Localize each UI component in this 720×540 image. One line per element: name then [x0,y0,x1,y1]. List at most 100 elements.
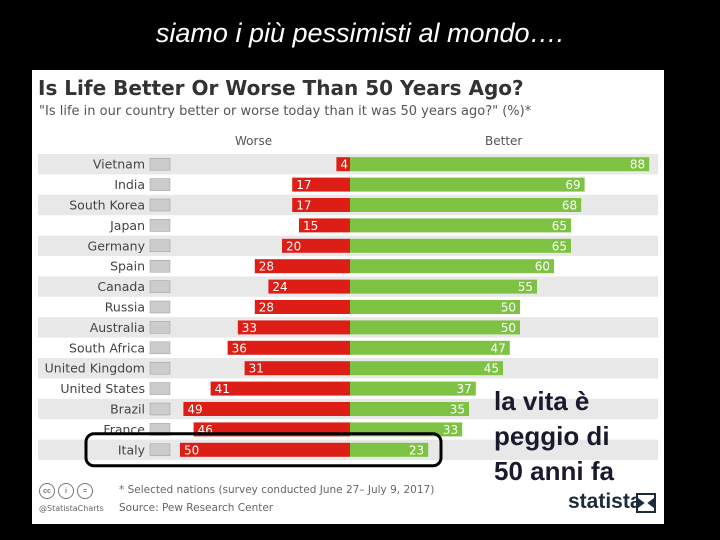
worse-column-header: Worse [235,134,273,148]
worse-value-label: 17 [296,199,311,213]
worse-bar [227,340,350,355]
attribution-icon: i [58,483,74,499]
worse-bar [254,300,350,314]
source-note: Source: Pew Research Center [119,502,274,514]
worse-bar [336,157,350,172]
worse-value-label: 28 [259,301,274,315]
worse-value-label: 20 [286,239,301,253]
category-label: Brazil [110,402,145,417]
category-label: Japan [109,218,145,233]
better-bar [350,238,571,253]
statista-logo: statista [568,490,642,513]
chart-subtitle: "Is life in our country better or worse … [39,104,532,119]
worse-bar [254,259,350,274]
annotation-line-2: peggio di [494,421,610,451]
better-bar [350,340,510,355]
chart-plot: Vietnam 4 88 India 17 69 South Korea 17 68 Japan 1… [38,154,658,468]
better-value-label: 35 [450,403,465,417]
better-bar [350,361,503,376]
category-label: Italy [118,442,146,457]
chart-card: Is Life Better Or Worse Than 50 Years Ag… [32,70,664,524]
worse-value-label: 15 [303,219,318,233]
worse-bar [180,442,350,457]
category-label: Vietnam [93,157,145,172]
flag-icon [149,280,171,293]
better-bar [350,157,650,172]
flag-icon [149,157,171,171]
better-column-header: Better [485,134,523,148]
highlight-box [84,432,443,468]
better-value-label: 37 [457,382,472,396]
annotation-text: la vita è peggio di 50 anni fa [494,384,614,489]
worse-bar [292,177,350,192]
worse-value-label: 17 [296,178,311,192]
better-value-label: 50 [501,321,516,335]
better-value-label: 65 [552,239,567,253]
worse-value-label: 31 [249,362,264,376]
worse-bar [244,361,350,376]
worse-bar [282,238,350,253]
better-bar [350,320,520,335]
better-bar [350,177,585,192]
flag-icon [149,178,171,191]
category-label: United States [60,381,145,396]
worse-value-label: 36 [232,341,247,355]
statista-logo-icon [636,493,656,513]
worse-value-label: 24 [272,280,287,294]
no-derivatives-icon: = [77,483,93,499]
category-label: United Kingdom [45,361,145,376]
better-value-label: 88 [630,158,645,172]
better-bar [350,442,429,457]
flag-icon [149,321,171,334]
worse-bar [292,198,350,212]
worse-bar [268,279,350,294]
better-bar [350,259,554,274]
worse-bar [299,218,350,233]
flag-icon [149,198,171,212]
better-value-label: 68 [562,199,577,213]
worse-value-label: 4 [340,158,348,172]
annotation-line-3: 50 anni fa [494,456,614,486]
category-label: Spain [110,259,145,274]
better-bar [350,279,537,294]
better-bar [350,198,582,212]
better-value-label: 55 [518,280,533,294]
worse-bar [210,381,350,396]
better-bar [350,381,476,396]
worse-bar [183,402,350,416]
footnote: * Selected nations (survey conducted Jun… [119,484,435,496]
better-value-label: 60 [535,260,550,274]
category-label: South Korea [69,198,145,213]
flag-icon [149,341,171,355]
category-label: South Africa [69,340,145,355]
worse-value-label: 50 [184,443,199,457]
license-icons: cc i = [39,483,93,499]
flag-icon [149,219,171,232]
category-label: Russia [105,300,145,315]
better-value-label: 50 [501,301,516,315]
better-value-label: 69 [565,178,580,192]
chart-title: Is Life Better Or Worse Than 50 Years Ag… [38,76,524,100]
flag-icon [149,402,171,416]
flag-icon [149,239,171,253]
worse-value-label: 33 [242,321,257,335]
better-value-label: 45 [484,362,499,376]
worse-value-label: 41 [215,382,230,396]
better-value-label: 47 [491,341,506,355]
better-bar [350,402,469,416]
better-value-label: 65 [552,219,567,233]
category-label: Germany [88,238,146,253]
better-value-label: 23 [409,443,424,457]
flag-icon [149,300,171,314]
category-label: Australia [90,320,145,335]
category-label: India [114,177,145,192]
better-bar [350,218,571,233]
statista-handle: @StatistaCharts [39,504,104,513]
better-bar [350,300,520,314]
cc-icon: cc [39,483,55,499]
worse-value-label: 28 [259,260,274,274]
annotation-line-1: la vita è [494,386,590,416]
better-value-label: 33 [443,423,458,437]
flag-icon [149,361,171,375]
worse-bar [237,320,350,335]
